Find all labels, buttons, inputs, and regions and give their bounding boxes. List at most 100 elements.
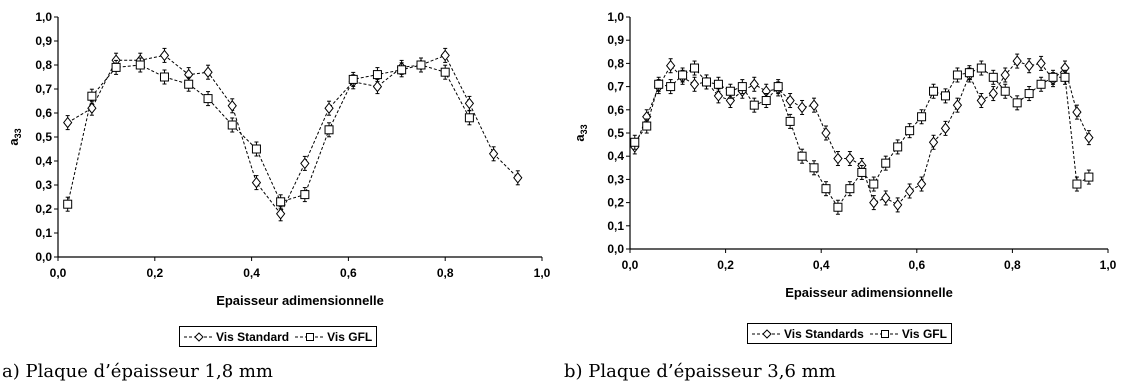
- chart-a-y-tick-label: 0,6: [35, 106, 52, 120]
- chart-a-y-tick-label: 0,7: [35, 82, 52, 96]
- chart-b-x-axis-label: Epaisseur adimensionnelle: [785, 285, 953, 300]
- chart-a-point-square: [276, 194, 286, 210]
- chart-a-point-square: [159, 69, 169, 85]
- chart-b-y-tick-label: 0,8: [607, 56, 624, 70]
- chart-a-point-diamond: [159, 47, 170, 63]
- chart-a-point-square: [416, 57, 426, 73]
- chart-b-point-square: [749, 97, 759, 113]
- chart-b-point-diamond: [869, 195, 879, 211]
- legend-label-vis-gfl: Vis GFL: [901, 326, 947, 341]
- chart-b-point-square: [917, 109, 927, 125]
- chart-b-point-square: [845, 181, 855, 197]
- chart-a-point-diamond: [488, 146, 499, 162]
- chart-b-y-tick-label: 0,1: [607, 219, 624, 233]
- chart-a-x-tick-label: 1,0: [534, 266, 551, 280]
- chart-b-point-square: [1060, 69, 1070, 85]
- chart-b-point-square: [1084, 169, 1094, 185]
- chart-b-point-square: [1000, 83, 1010, 99]
- chart-a-y-tick-label: 0,5: [35, 130, 52, 144]
- chart-a-point-diamond: [300, 155, 310, 171]
- legend-label-vis-standard: Vis Standard: [216, 329, 290, 344]
- chart-b-point-diamond: [916, 176, 927, 192]
- chart-b-point-diamond: [988, 86, 998, 102]
- chart-b-point-square: [1024, 86, 1034, 102]
- chart-b-point-diamond: [881, 190, 891, 206]
- chart-a-point-square: [372, 67, 382, 83]
- chart-b-point-diamond: [821, 125, 831, 141]
- chart-b-point-diamond: [1012, 53, 1022, 69]
- chart-b-y-axis-label: a33: [572, 124, 589, 141]
- chart-a-point-diamond: [324, 100, 334, 116]
- chart-b-point-diamond: [893, 197, 903, 213]
- chart-b-point-square: [940, 88, 950, 104]
- chart-b-point-diamond: [809, 97, 819, 113]
- chart-a-y-tick-label: 0,4: [35, 154, 52, 168]
- chart-b-point-square: [642, 118, 652, 134]
- chart-a-point-square: [184, 76, 194, 92]
- chart-b-point-diamond: [952, 97, 963, 113]
- chart-a-point-square: [300, 187, 310, 203]
- chart-a-y-axis-label: a33: [6, 128, 23, 145]
- chart-b-point-diamond: [1024, 58, 1034, 74]
- chart-b-point-diamond: [976, 93, 986, 109]
- chart-b-point-square: [666, 79, 676, 95]
- chart-b-point-diamond: [1072, 104, 1082, 120]
- chart-b-x-tick-label: 0,2: [717, 258, 734, 272]
- chart-b-point-square: [881, 155, 891, 171]
- chart-b-point-diamond: [689, 76, 700, 92]
- legend-item-vis-standard: Vis Standard: [184, 330, 289, 344]
- chart-a-x-tick-label: 0,8: [437, 266, 454, 280]
- chart-a-point-square: [348, 71, 358, 87]
- chart-b-x-tick-label: 0,4: [813, 258, 830, 272]
- chart-a-point-square: [63, 196, 73, 212]
- chart-a-point-square: [324, 122, 334, 138]
- chart-b-point-square: [905, 123, 915, 139]
- chart-b-point-square: [701, 74, 711, 90]
- chart-a-x-tick-label: 0,2: [146, 266, 163, 280]
- chart-b-point-square: [690, 60, 700, 76]
- chart-b-point-diamond: [928, 134, 939, 150]
- legend-square-icon: [295, 332, 326, 341]
- legend-diamond-icon: [752, 328, 782, 339]
- chart-b-point-square: [1012, 95, 1022, 111]
- chart-b-y-tick-label: 0,3: [607, 172, 624, 186]
- chart-b-point-square: [893, 139, 903, 155]
- chart-b-point-square: [869, 176, 879, 192]
- chart-b-y-tick-label: 0,6: [607, 103, 624, 117]
- chart-b-y-tick-label: 1,0: [607, 10, 624, 24]
- chart-a-plot: 0,0 0,1 0,2 0,3 0,4 0,5 0,6 0,7 0,8 0,9 1,0 0,0 0,2 0…: [6, 10, 551, 308]
- chart-b-y-tick-label: 0,5: [607, 126, 624, 140]
- chart-a-y-tick-label: 0,8: [35, 58, 52, 72]
- chart-a-series-line-0: [67, 54, 519, 215]
- chart-a-y-tick-label: 0,2: [35, 202, 52, 216]
- chart-b-series-line-1: [634, 67, 1090, 209]
- chart-b-caption: b) Plaque d’épaisseur 3,6 mm: [564, 361, 836, 382]
- chart-b-point-diamond: [845, 151, 855, 167]
- chart-a-point-square: [111, 59, 121, 75]
- legend-item-vis-gfl: Vis GFL: [869, 326, 947, 341]
- chart-b-y-tick-label: 0,2: [607, 196, 624, 210]
- chart-a-y-tick-label: 1,0: [35, 10, 52, 24]
- chart-a-x-axis-label: Epaisseur adimensionnelle: [216, 293, 384, 308]
- chart-b-y-tick-label: 0,4: [607, 149, 624, 163]
- chart-b-point-square: [630, 134, 640, 150]
- chart-a-point-diamond: [513, 170, 523, 186]
- chart-a-y-tick-label: 0,3: [35, 178, 52, 192]
- chart-b-point-square: [1072, 176, 1082, 192]
- chart-b-x-tick-label: 0,6: [908, 258, 925, 272]
- chart-a-point-square: [440, 64, 450, 80]
- legend-item-vis-gfl: Vis GFL: [295, 330, 372, 344]
- chart-b-point-square: [785, 113, 795, 129]
- chart-a-point-diamond: [227, 98, 237, 114]
- chart-a-y-tick-label: 0,0: [35, 250, 52, 264]
- chart-b-point-square: [952, 67, 962, 83]
- chart-a-legend: Vis Standard Vis GFL: [179, 326, 378, 347]
- chart-b-point-square: [713, 76, 723, 92]
- chart-a-point-diamond: [440, 47, 450, 63]
- chart-panel-b: 0,0 0,1 0,2 0,3 0,4 0,5 0,6 0,7 0,8 0,9 1,0 0,0 0,2 0…: [562, 0, 1123, 391]
- chart-b-point-diamond: [1084, 130, 1094, 146]
- chart-a-point-diamond: [251, 175, 262, 191]
- chart-b-point-square: [929, 83, 939, 99]
- chart-a-point-diamond: [203, 64, 213, 80]
- chart-b-point-square: [1048, 69, 1058, 85]
